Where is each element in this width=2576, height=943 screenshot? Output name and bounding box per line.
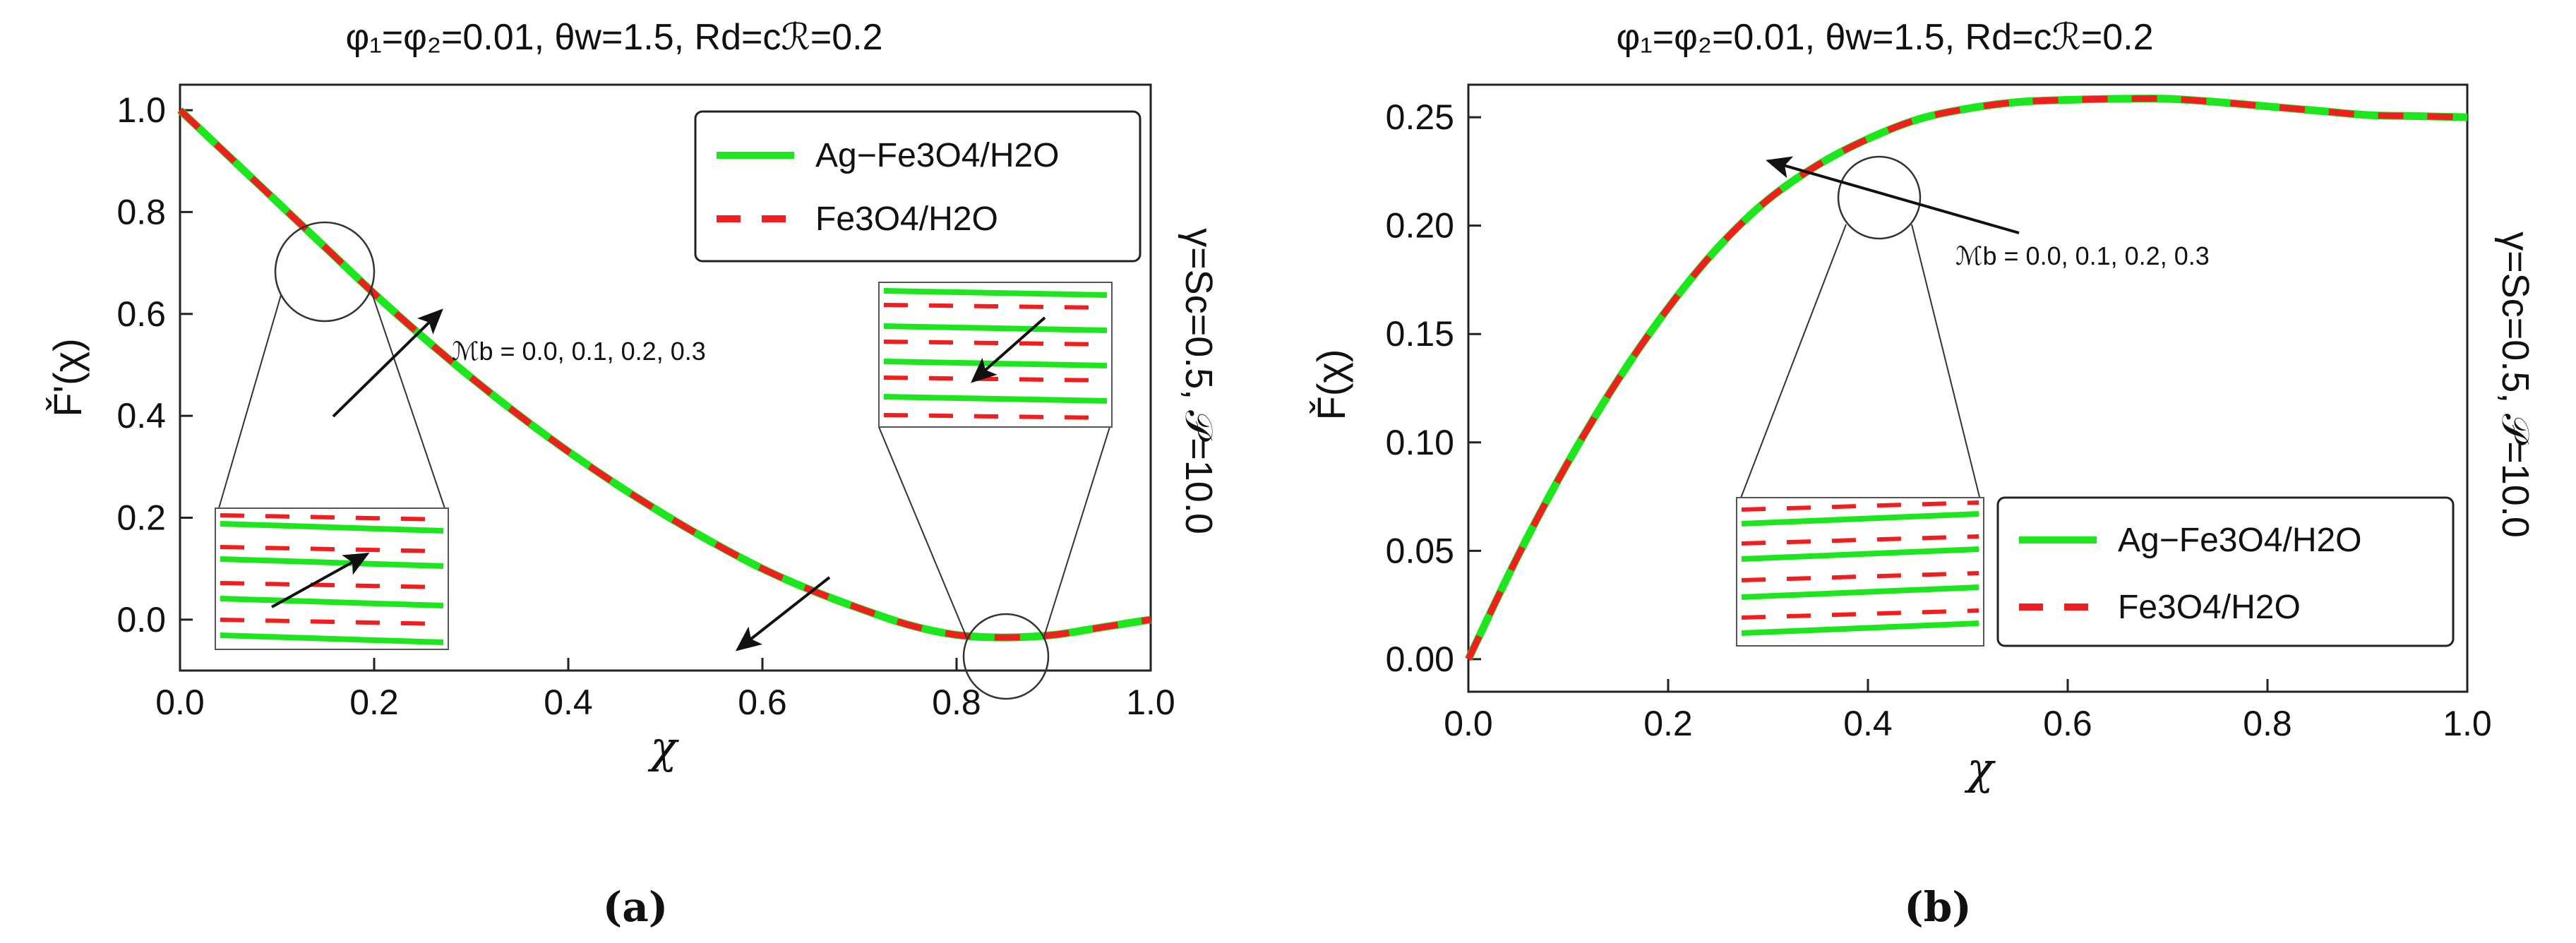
zoom-circle-b: [1837, 155, 1922, 240]
curves-b: [1465, 95, 2468, 661]
x-axis-label-b: χ: [1964, 743, 1996, 794]
x-axis-label-a: χ: [647, 721, 679, 773]
y-tick-label-b-3: 0.15: [1386, 314, 1454, 354]
y-tick-label-b-5: 0.25: [1386, 97, 1454, 137]
legend-box-a: [694, 110, 1142, 263]
ticks-a: 0.0 0.2 0.4 0.6 0.8 1.0 0.0 0.2 0.4 0.6 0.8 1.0: [116, 90, 1175, 722]
y-tick-label-a-3: 0.6: [116, 294, 166, 334]
y-axis-label-b: F̌(χ): [1309, 349, 1353, 421]
side-param-label-a: γ=Sc=0.5, 𝒫=10.0: [1178, 228, 1220, 534]
panel-caption-b: (b): [1904, 883, 1971, 931]
x-tick-label-b-2: 0.4: [1843, 704, 1893, 743]
chart-panel-a: φ₁=φ₂=0.01, θw=1.5, Rd=cℛ=0.2 0.0 0.2 0.4 0…: [45, 17, 1220, 931]
y-axis-label-a: F̌'(χ): [45, 338, 90, 417]
x-tick-label-a-3: 0.6: [738, 683, 787, 722]
series-line-b-1: [1465, 95, 2468, 661]
zoom-connector-a1: [218, 294, 282, 509]
legend-label-b-1: Fe3O4/H2O: [2118, 589, 2301, 626]
y-tick-label-b-4: 0.20: [1386, 206, 1454, 246]
x-tick-label-a-5: 1.0: [1126, 683, 1175, 722]
zoom-connector-a4: [1043, 426, 1110, 639]
plot-frame-a: [179, 83, 1152, 672]
panel-caption-a: (a): [603, 883, 668, 931]
y-tick-label-a-0: 0.0: [116, 600, 166, 639]
x-tick-label-b-3: 0.6: [2043, 704, 2092, 743]
inset-arrow-right-a: [971, 316, 1046, 383]
zoom-connector-a3: [878, 426, 968, 639]
chart-title-a: φ₁=φ₂=0.01, θw=1.5, Rd=cℛ=0.2: [345, 17, 882, 58]
legend-label-a-0: Ag−Fe3O4/H2O: [815, 137, 1060, 174]
side-param-label-b: γ=Sc=0.5, 𝒫=10.0: [2494, 232, 2536, 538]
zoom-inset-left-a: [215, 507, 449, 650]
legend-label-a-1: Fe3O4/H2O: [815, 200, 998, 238]
zoom-connector-a2: [370, 289, 445, 509]
y-tick-label-a-5: 1.0: [116, 90, 166, 130]
x-tick-label-a-0: 0.0: [155, 683, 205, 722]
y-tick-label-a-2: 0.4: [116, 396, 166, 436]
zoom-inset-b: [1736, 497, 1984, 647]
x-tick-label-b-4: 0.8: [2243, 704, 2292, 743]
curves-a: [177, 107, 1151, 642]
x-tick-label-a-1: 0.2: [349, 683, 399, 722]
x-tick-label-b-5: 1.0: [2443, 704, 2492, 743]
trend-arrow-a2: [735, 576, 831, 651]
trend-arrow-a1: [332, 308, 443, 418]
zoom-connector-b1: [1739, 224, 1847, 500]
zoom-circle-left-a: [274, 221, 376, 323]
legend-label-b-0: Ag−Fe3O4/H2O: [2118, 522, 2362, 559]
x-tick-label-a-4: 0.8: [932, 683, 981, 722]
legend-b: Ag−Fe3O4/H2O Fe3O4/H2O: [1996, 496, 2455, 647]
series-line-a-1: [177, 107, 1151, 641]
y-tick-label-a-4: 0.8: [116, 192, 166, 232]
chart-title-b: φ₁=φ₂=0.01, θw=1.5, Rd=cℛ=0.2: [1616, 17, 2153, 58]
plot-frame-b: [1467, 83, 2469, 693]
x-tick-label-a-2: 0.4: [544, 683, 593, 722]
zoom-connector-b2: [1911, 224, 1981, 500]
y-tick-label-a-1: 0.2: [116, 498, 166, 537]
legend-box-b: [1996, 496, 2455, 647]
y-tick-label-b-0: 0.00: [1386, 639, 1454, 679]
inset-arrow-left-a: [271, 553, 370, 608]
legend-a: Ag−Fe3O4/H2O Fe3O4/H2O: [694, 110, 1142, 263]
y-tick-label-b-1: 0.05: [1386, 531, 1454, 570]
x-tick-label-b-1: 0.2: [1643, 704, 1693, 743]
x-tick-label-b-0: 0.0: [1444, 704, 1493, 743]
param-annotation-b: ℳb = 0.0, 0.1, 0.2, 0.3: [1955, 241, 2210, 270]
zoom-circle-right-a: [962, 613, 1050, 700]
trend-arrow-b: [1766, 156, 2020, 234]
param-annotation-a: ℳb = 0.0, 0.1, 0.2, 0.3: [452, 337, 706, 366]
chart-panel-b: φ₁=φ₂=0.01, θw=1.5, Rd=cℛ=0.2 0.0 0.2 0.4 0…: [1309, 17, 2536, 931]
zoom-inset-right-a: [878, 282, 1113, 428]
ticks-b: 0.0 0.2 0.4 0.6 0.8 1.0 0.00 0.05 0.10 0.15 0.20 0.…: [1386, 97, 2492, 743]
y-tick-label-b-2: 0.10: [1386, 423, 1454, 462]
